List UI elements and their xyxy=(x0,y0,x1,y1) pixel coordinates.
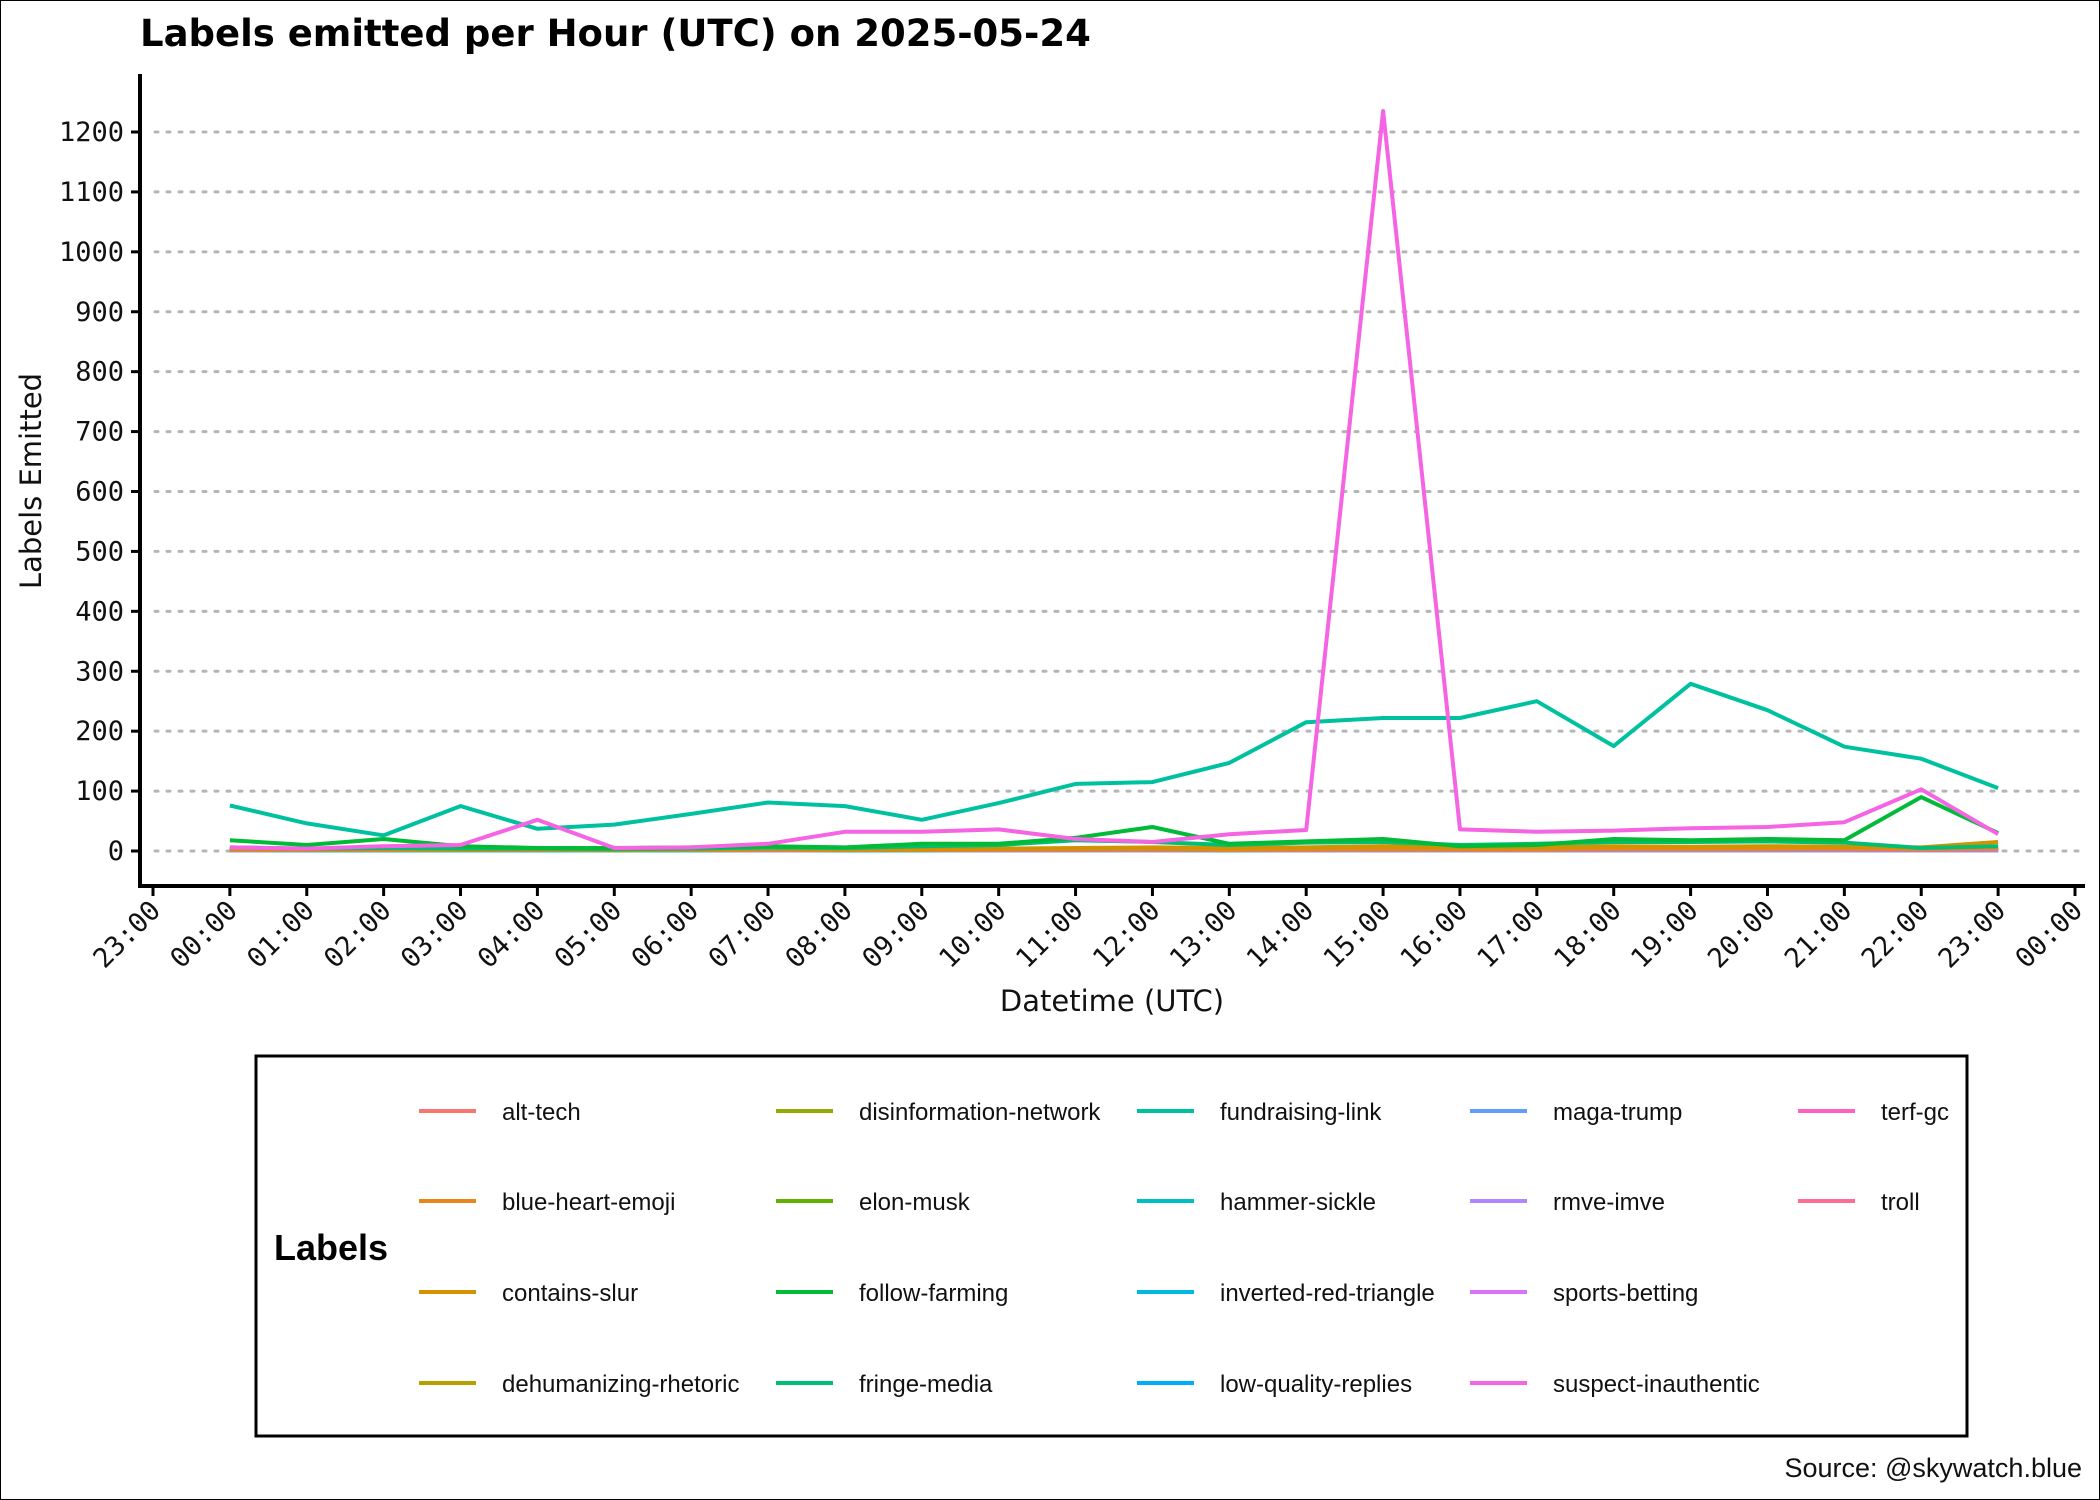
legend-box xyxy=(254,1054,1969,1438)
axes xyxy=(138,74,2085,888)
y-tick-label: 1000 xyxy=(59,237,124,268)
y-tick-label: 0 xyxy=(108,836,124,867)
x-axis-label: Datetime (UTC) xyxy=(1000,984,1224,1018)
y-tick-label: 200 xyxy=(75,716,124,747)
series-line-suspect-inauthentic xyxy=(229,109,2000,851)
legend: Labels alt-tech blue-heart-emoji contains-… xyxy=(254,1054,1969,1438)
legend-label: suspect-inauthentic xyxy=(1553,1371,1760,1398)
x-tick-label: 18:00 xyxy=(1548,895,1627,974)
y-tick-label: 700 xyxy=(75,417,124,448)
y-tick-label: 800 xyxy=(75,357,124,388)
legend-title: Labels xyxy=(274,1227,388,1268)
chart-title: Labels emitted per Hour (UTC) on 2025-05… xyxy=(140,12,1091,55)
x-tick-label: 12:00 xyxy=(1087,895,1166,974)
x-tick-label: 05:00 xyxy=(549,895,628,974)
x-tick-label: 09:00 xyxy=(856,895,935,974)
y-tick-label: 1200 xyxy=(59,117,124,148)
x-tick-label: 23:00 xyxy=(88,895,167,974)
legend-items: alt-tech blue-heart-emoji contains-slur deh… xyxy=(419,1099,1949,1398)
legend-label: elon-musk xyxy=(859,1189,971,1216)
y-tick-label: 600 xyxy=(75,477,124,508)
x-tick-label: 04:00 xyxy=(472,895,551,974)
legend-label: rmve-imve xyxy=(1553,1189,1665,1216)
x-ticks: 23:0000:0001:0002:0003:0004:0005:0006:00… xyxy=(88,886,2089,974)
x-tick-label: 02:00 xyxy=(318,895,397,974)
y-tick-label: 900 xyxy=(75,297,124,328)
legend-label: hammer-sickle xyxy=(1220,1189,1376,1216)
x-tick-label: 10:00 xyxy=(933,895,1012,974)
legend-label: fringe-media xyxy=(859,1371,993,1398)
x-tick-label: 21:00 xyxy=(1779,895,1858,974)
y-ticks: 0 100 200 300 400 500 600 700 800 900 1000 1100 1200 xyxy=(59,117,140,867)
legend-label: contains-slur xyxy=(502,1280,638,1307)
legend-label: follow-farming xyxy=(859,1280,1008,1307)
legend-label: blue-heart-emoji xyxy=(502,1189,675,1216)
legend-label: alt-tech xyxy=(502,1099,581,1126)
x-tick-label: 01:00 xyxy=(241,895,320,974)
legend-label: low-quality-replies xyxy=(1220,1371,1412,1398)
legend-label: terf-gc xyxy=(1881,1099,1949,1126)
legend-label: troll xyxy=(1881,1189,1920,1216)
legend-label: dehumanizing-rhetoric xyxy=(502,1371,739,1398)
x-tick-label: 06:00 xyxy=(626,895,705,974)
x-tick-label: 17:00 xyxy=(1471,895,1550,974)
source-caption: Source: @skywatch.blue xyxy=(1784,1453,2082,1483)
y-axis-label: Labels Emitted xyxy=(14,373,48,589)
y-tick-label: 1100 xyxy=(59,177,124,208)
y-gridlines xyxy=(153,130,2082,853)
x-tick-label: 20:00 xyxy=(1702,895,1781,974)
x-tick-label: 00:00 xyxy=(164,895,243,974)
legend-label: disinformation-network xyxy=(859,1099,1101,1126)
legend-label: maga-trump xyxy=(1553,1099,1682,1126)
x-tick-label: 00:00 xyxy=(2010,895,2089,974)
series-layer xyxy=(229,109,2000,853)
x-tick-label: 07:00 xyxy=(703,895,782,974)
x-tick-label: 19:00 xyxy=(1625,895,1704,974)
y-tick-label: 400 xyxy=(75,596,124,627)
series-line-follow-farming xyxy=(229,795,1999,850)
series-line-fundraising-link xyxy=(229,681,1999,838)
x-tick-label: 11:00 xyxy=(1010,895,1089,974)
y-tick-label: 500 xyxy=(75,536,124,567)
x-tick-label: 23:00 xyxy=(1933,895,2012,974)
legend-label: sports-betting xyxy=(1553,1280,1698,1307)
x-tick-label: 03:00 xyxy=(395,895,474,974)
x-tick-label: 14:00 xyxy=(1241,895,1320,974)
y-tick-label: 100 xyxy=(75,776,124,807)
x-tick-label: 22:00 xyxy=(1856,895,1935,974)
legend-label: inverted-red-triangle xyxy=(1220,1280,1435,1307)
x-tick-label: 15:00 xyxy=(1318,895,1397,974)
legend-label: fundraising-link xyxy=(1220,1099,1382,1126)
x-tick-label: 13:00 xyxy=(1164,895,1243,974)
x-tick-label: 16:00 xyxy=(1395,895,1474,974)
y-tick-label: 300 xyxy=(75,656,124,687)
x-tick-label: 08:00 xyxy=(779,895,858,974)
